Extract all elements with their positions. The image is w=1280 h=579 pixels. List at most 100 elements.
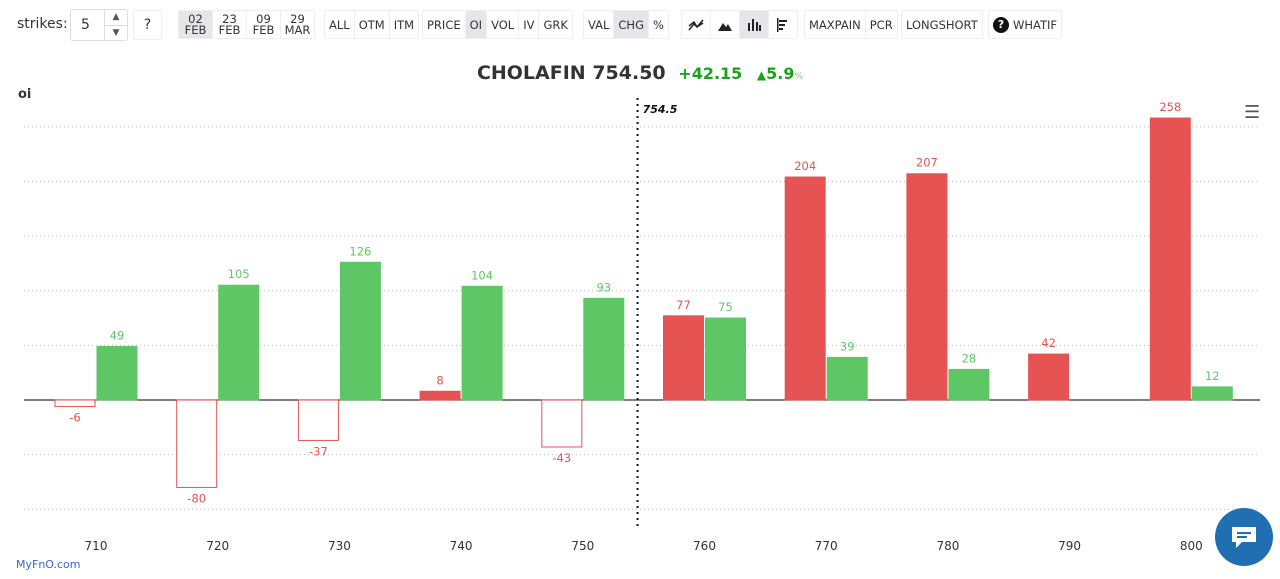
pct-change: ▲5.9% xyxy=(756,64,804,83)
mode-chg-button[interactable]: CHG xyxy=(614,11,649,38)
metric-group: PRICE OI VOL IV GRK xyxy=(422,10,573,39)
put-bar xyxy=(583,297,625,401)
up-triangle-icon: ▲ xyxy=(756,68,767,82)
put-bar xyxy=(1191,386,1233,401)
quote-header: CHOLAFIN 754.50 +42.15 ▲5.9% xyxy=(0,62,1280,84)
call-bar xyxy=(906,173,948,401)
metric-grk-button[interactable]: GRK xyxy=(543,17,568,32)
expiry-day: 09 xyxy=(256,11,271,26)
metric-vol-button[interactable]: VOL xyxy=(487,11,520,38)
metric-price-button[interactable]: PRICE xyxy=(423,11,466,38)
price: 754.50 xyxy=(592,62,666,84)
data-label: -6 xyxy=(69,411,80,425)
data-label: 42 xyxy=(1041,336,1056,350)
change: +42.15 xyxy=(678,64,743,83)
chevron-down-icon[interactable]: ▼ xyxy=(105,24,127,41)
maxpain-button[interactable]: MAXPAIN xyxy=(805,11,866,38)
chevron-up-icon[interactable]: ▲ xyxy=(112,12,120,23)
mode-pct-button[interactable]: % xyxy=(653,17,664,32)
call-bar xyxy=(784,176,826,401)
question-icon: ? xyxy=(993,16,1009,33)
call-bar xyxy=(297,399,339,441)
filter-all-button[interactable]: ALL xyxy=(325,11,355,38)
call-bar xyxy=(541,399,583,448)
x-tick-label: 750 xyxy=(571,539,594,553)
strikes-label: strikes: xyxy=(17,16,68,32)
spot-label: 754.5 xyxy=(643,103,678,116)
expiry-02-feb[interactable]: 02 FEB xyxy=(179,11,213,38)
strikes-stepper[interactable]: 5 ▲ ▼ xyxy=(70,9,128,41)
chat-icon xyxy=(1232,527,1256,548)
x-tick-label: 760 xyxy=(693,539,716,553)
data-label: 104 xyxy=(471,268,493,282)
chart-type-group xyxy=(681,10,798,39)
put-bar xyxy=(96,345,138,401)
whatif-label: WHATIF xyxy=(1013,17,1058,32)
call-bar xyxy=(176,399,218,488)
symbol: CHOLAFIN xyxy=(476,62,586,84)
mode-group: VAL CHG% xyxy=(583,10,669,39)
data-label: 28 xyxy=(962,351,977,365)
expiry-mon: FEB xyxy=(252,22,275,37)
call-bar xyxy=(1028,353,1070,401)
data-label: 207 xyxy=(916,156,938,170)
put-bar xyxy=(705,317,746,401)
x-tick-label: 730 xyxy=(328,539,351,553)
filter-group: ALL OTM ITM xyxy=(324,10,420,39)
call-bar xyxy=(663,315,704,401)
x-tick-label: 720 xyxy=(206,539,229,553)
metric-oi-button[interactable]: OI xyxy=(465,11,488,38)
x-tick-label: 770 xyxy=(815,539,838,553)
data-label: 12 xyxy=(1205,369,1220,383)
filter-itm-button[interactable]: ITM xyxy=(393,17,415,32)
put-bar xyxy=(826,356,868,401)
filter-otm-button[interactable]: OTM xyxy=(355,11,390,38)
chart-menu-icon[interactable]: ☰ xyxy=(1244,102,1261,123)
longshort-group: LONGSHORT xyxy=(901,10,983,39)
put-bar xyxy=(948,368,990,401)
put-bar xyxy=(218,284,260,401)
area-chart-icon[interactable] xyxy=(711,11,740,38)
chat-button[interactable] xyxy=(1215,508,1273,566)
call-bar xyxy=(419,390,461,401)
data-label: -43 xyxy=(552,451,571,465)
expiry-23-feb[interactable]: 23 FEB xyxy=(213,11,247,38)
longshort-button[interactable]: LONGSHORT xyxy=(906,17,978,32)
data-label: 39 xyxy=(840,339,855,353)
data-label: 49 xyxy=(110,328,125,342)
expiry-29-mar[interactable]: 29 MAR xyxy=(281,11,314,38)
x-tick-label: 800 xyxy=(1180,539,1203,553)
x-tick-label: 740 xyxy=(450,539,473,553)
mode-val-button[interactable]: VAL xyxy=(584,11,615,38)
data-label: -80 xyxy=(187,491,206,505)
expiry-day: 23 xyxy=(222,11,237,26)
metric-iv-button[interactable]: IV xyxy=(519,11,540,38)
data-label: 75 xyxy=(718,300,733,314)
data-label: 8 xyxy=(436,373,443,387)
brand-link[interactable]: MyFnO.com xyxy=(16,558,81,571)
expiry-group: 02 FEB 23 FEB 09 FEB 29 MAR xyxy=(178,10,315,39)
y-axis-label: oi xyxy=(18,87,32,102)
expiry-day: 29 xyxy=(290,11,305,26)
x-tick-label: 790 xyxy=(1058,539,1081,553)
expiry-09-feb[interactable]: 09 FEB xyxy=(247,11,281,38)
data-label: 77 xyxy=(676,298,691,312)
whatif-button[interactable]: ? WHATIF xyxy=(989,11,1061,38)
data-label: 126 xyxy=(349,244,371,258)
call-bar xyxy=(54,399,96,408)
bar-chart-icon[interactable] xyxy=(740,11,769,38)
pcr-button[interactable]: PCR xyxy=(869,17,893,32)
data-label: 258 xyxy=(1159,100,1181,114)
strikes-value[interactable]: 5 xyxy=(81,17,90,33)
expiry-day: 02 xyxy=(188,11,203,26)
help-button[interactable]: ? xyxy=(133,10,162,40)
expiry-mon: MAR xyxy=(284,22,311,37)
x-tick-label: 780 xyxy=(936,539,959,553)
horizontal-bar-icon[interactable] xyxy=(769,11,797,38)
put-bar xyxy=(339,261,381,401)
data-label: 105 xyxy=(228,267,250,281)
line-chart-icon[interactable] xyxy=(682,11,711,38)
expiry-mon: FEB xyxy=(218,22,241,37)
data-label: 204 xyxy=(794,159,816,173)
